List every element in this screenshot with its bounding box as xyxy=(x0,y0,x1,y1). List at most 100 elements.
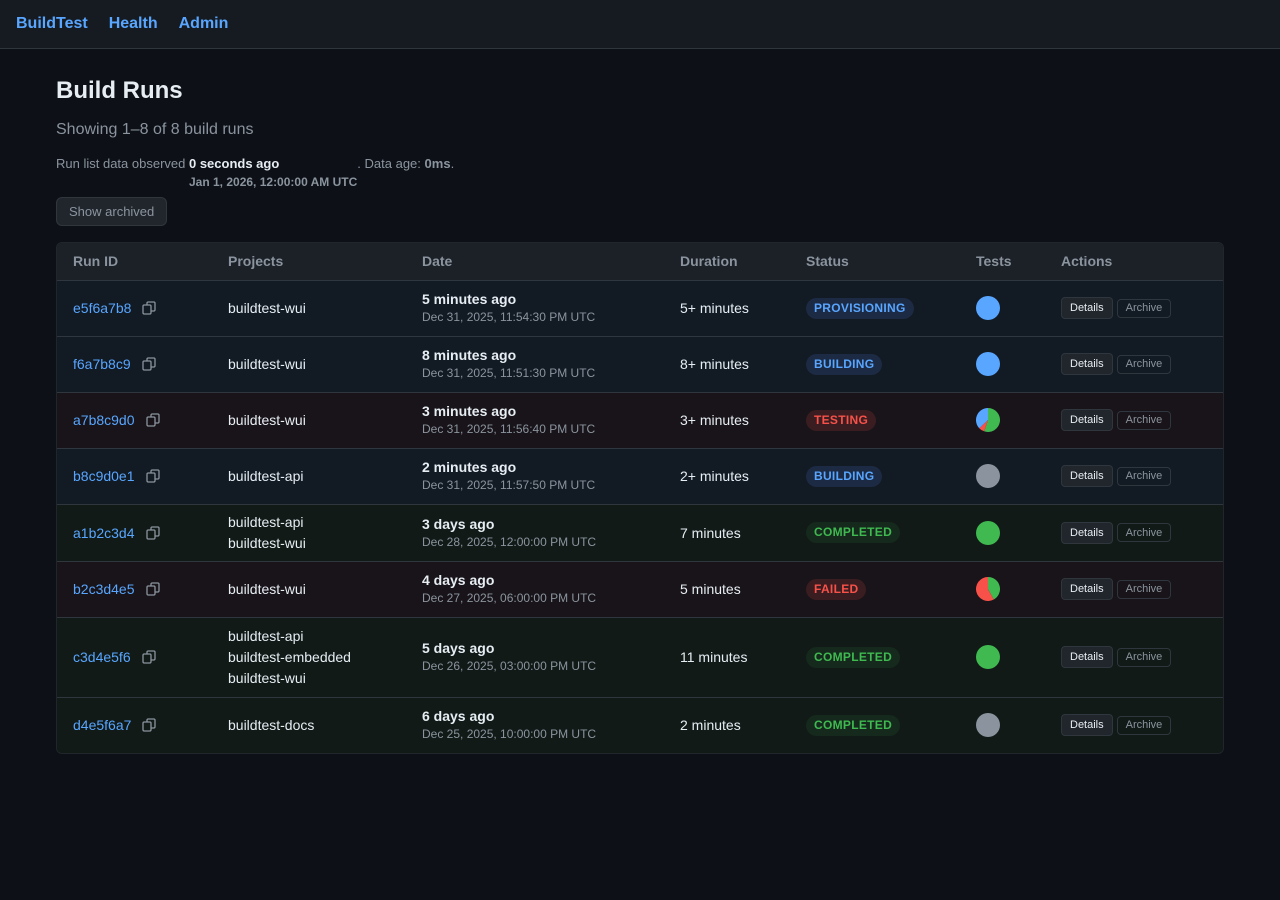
details-button[interactable]: Details xyxy=(1061,409,1113,431)
nav-link-admin[interactable]: Admin xyxy=(178,15,229,32)
cell-status: COMPLETED xyxy=(790,697,960,753)
show-archived-button[interactable]: Show archived xyxy=(56,197,168,226)
date-absolute: Dec 31, 2025, 11:54:30 PM UTC xyxy=(422,310,596,324)
copy-icon[interactable] xyxy=(145,525,160,540)
run-id-link[interactable]: a1b2c3d4 xyxy=(73,524,135,541)
copy-icon[interactable] xyxy=(141,357,156,371)
details-button[interactable]: Details xyxy=(1061,646,1113,668)
page-subtitle: Showing 1–8 of 8 build runs xyxy=(56,121,254,138)
status-badge: PROVISIONING xyxy=(806,297,914,319)
copy-icon[interactable] xyxy=(145,469,160,483)
col-header-tests: Tests xyxy=(960,243,1045,281)
tests-pie-chart[interactable] xyxy=(976,577,1000,601)
cell-date: 6 days ago Dec 25, 2025, 10:00:00 PM UTC xyxy=(406,697,664,753)
status-badge: COMPLETED xyxy=(806,714,901,736)
run-id-link[interactable]: c3d4e5f6 xyxy=(73,649,131,665)
page-title: Build Runs xyxy=(56,77,183,104)
copy-icon[interactable] xyxy=(145,582,160,596)
cell-run-id: f6a7b8c9 xyxy=(57,336,212,393)
col-header-actions: Actions xyxy=(1045,243,1223,281)
cell-duration: 2 minutes xyxy=(680,717,741,734)
col-header-status[interactable]: Status xyxy=(790,243,960,281)
run-id-link[interactable]: b8c9d0e1 xyxy=(73,468,135,484)
archive-button[interactable]: Archive xyxy=(1116,466,1172,486)
cell-date: 5 minutes ago Dec 31, 2025, 11:54:30 PM … xyxy=(406,280,664,337)
run-id-link[interactable]: a7b8c9d0 xyxy=(73,412,135,428)
copy-icon[interactable] xyxy=(145,413,160,427)
date-relative: 2 minutes ago xyxy=(422,459,517,475)
pie-slice xyxy=(976,577,994,601)
pie-slice xyxy=(979,420,988,432)
top-nav: BuildTest Health Admin xyxy=(0,0,1280,49)
cell-tests xyxy=(960,504,1045,562)
table-row: c3d4e5f6 buildtest-api buildtest-embedded… xyxy=(57,617,1223,698)
col-header-projects[interactable]: Projects xyxy=(212,243,406,281)
details-button[interactable]: Details xyxy=(1061,578,1113,600)
copy-icon[interactable] xyxy=(142,718,157,732)
archive-button[interactable]: Archive xyxy=(1116,298,1172,318)
cell-duration: 8+ minutes xyxy=(664,336,790,393)
runs-table-body: e5f6a7b8 buildtest-wui 5 minutes ago Dec… xyxy=(57,280,1223,753)
tests-pie-chart[interactable] xyxy=(976,464,1000,488)
data-age-value: 0ms xyxy=(424,156,451,171)
archive-button[interactable]: Archive xyxy=(1116,715,1172,735)
tests-pie-chart[interactable] xyxy=(976,352,1000,376)
project-name: buildtest-embedded xyxy=(228,648,351,665)
tests-pie-chart[interactable] xyxy=(976,520,1000,545)
cell-duration: 3+ minutes xyxy=(664,392,790,449)
date-absolute: Dec 31, 2025, 11:57:50 PM UTC xyxy=(422,478,596,492)
cell-tests xyxy=(960,697,1045,753)
tests-pie-chart[interactable] xyxy=(976,296,1000,320)
cell-duration: 5+ minutes xyxy=(664,280,790,337)
col-header-duration[interactable]: Duration xyxy=(664,243,790,281)
cell-date: 4 days ago Dec 27, 2025, 06:00:00 PM UTC xyxy=(406,561,664,618)
cell-status: FAILED xyxy=(790,561,960,618)
cell-actions: Details Archive xyxy=(1045,561,1223,618)
cell-tests xyxy=(960,561,1045,618)
pie-slice xyxy=(976,352,1000,376)
archive-button[interactable]: Archive xyxy=(1116,579,1172,599)
cell-run-id: e5f6a7b8 xyxy=(57,280,212,337)
details-button[interactable]: Details xyxy=(1061,353,1113,375)
date-absolute: Dec 28, 2025, 12:00:00 PM UTC xyxy=(422,534,597,549)
pie-slice xyxy=(976,464,1000,488)
archive-button[interactable]: Archive xyxy=(1116,354,1172,374)
cell-tests xyxy=(960,617,1045,698)
date-absolute: Dec 31, 2025, 11:51:30 PM UTC xyxy=(422,366,596,380)
run-id-link[interactable]: f6a7b8c9 xyxy=(73,356,131,372)
run-id-link[interactable]: d4e5f6a7 xyxy=(73,717,132,734)
archive-button[interactable]: Archive xyxy=(1116,523,1172,542)
nav-link-health[interactable]: Health xyxy=(108,15,158,32)
run-id-link[interactable]: b2c3d4e5 xyxy=(73,581,135,597)
pie-slice xyxy=(976,520,1000,545)
status-badge: COMPLETED xyxy=(806,646,901,668)
status-badge: BUILDING xyxy=(806,353,883,375)
cell-status: TESTING xyxy=(790,392,960,449)
copy-icon[interactable] xyxy=(141,650,156,664)
col-header-run-id[interactable]: Run ID xyxy=(57,243,212,281)
details-button[interactable]: Details xyxy=(1061,297,1113,319)
details-button[interactable]: Details xyxy=(1061,521,1113,544)
tests-pie-chart[interactable] xyxy=(976,645,1000,669)
archive-button[interactable]: Archive xyxy=(1116,410,1172,430)
brand-link[interactable]: BuildTest xyxy=(16,15,88,32)
cell-projects: buildtest-api buildtest-embedded buildtest… xyxy=(212,617,406,698)
cell-tests xyxy=(960,336,1045,393)
cell-tests xyxy=(960,280,1045,337)
copy-icon[interactable] xyxy=(142,301,157,315)
details-button[interactable]: Details xyxy=(1061,714,1113,737)
tests-pie-chart[interactable] xyxy=(976,713,1000,738)
project-name: buildtest-wui xyxy=(228,669,306,686)
cell-date: 5 days ago Dec 26, 2025, 03:00:00 PM UTC xyxy=(406,617,664,698)
archive-button[interactable]: Archive xyxy=(1116,647,1172,667)
main-content: Build Runs Showing 1–8 of 8 build runs R… xyxy=(0,77,1280,754)
cell-projects: buildtest-wui xyxy=(212,280,406,337)
table-row: e5f6a7b8 buildtest-wui 5 minutes ago Dec… xyxy=(57,280,1223,337)
run-id-link[interactable]: e5f6a7b8 xyxy=(73,300,132,316)
cell-run-id: d4e5f6a7 xyxy=(57,697,212,753)
col-header-date[interactable]: Date xyxy=(406,243,664,281)
details-button[interactable]: Details xyxy=(1061,465,1113,487)
date-relative: 6 days ago xyxy=(422,708,495,725)
tests-pie-chart[interactable] xyxy=(976,408,1000,432)
project-name: buildtest-wui xyxy=(228,411,306,428)
